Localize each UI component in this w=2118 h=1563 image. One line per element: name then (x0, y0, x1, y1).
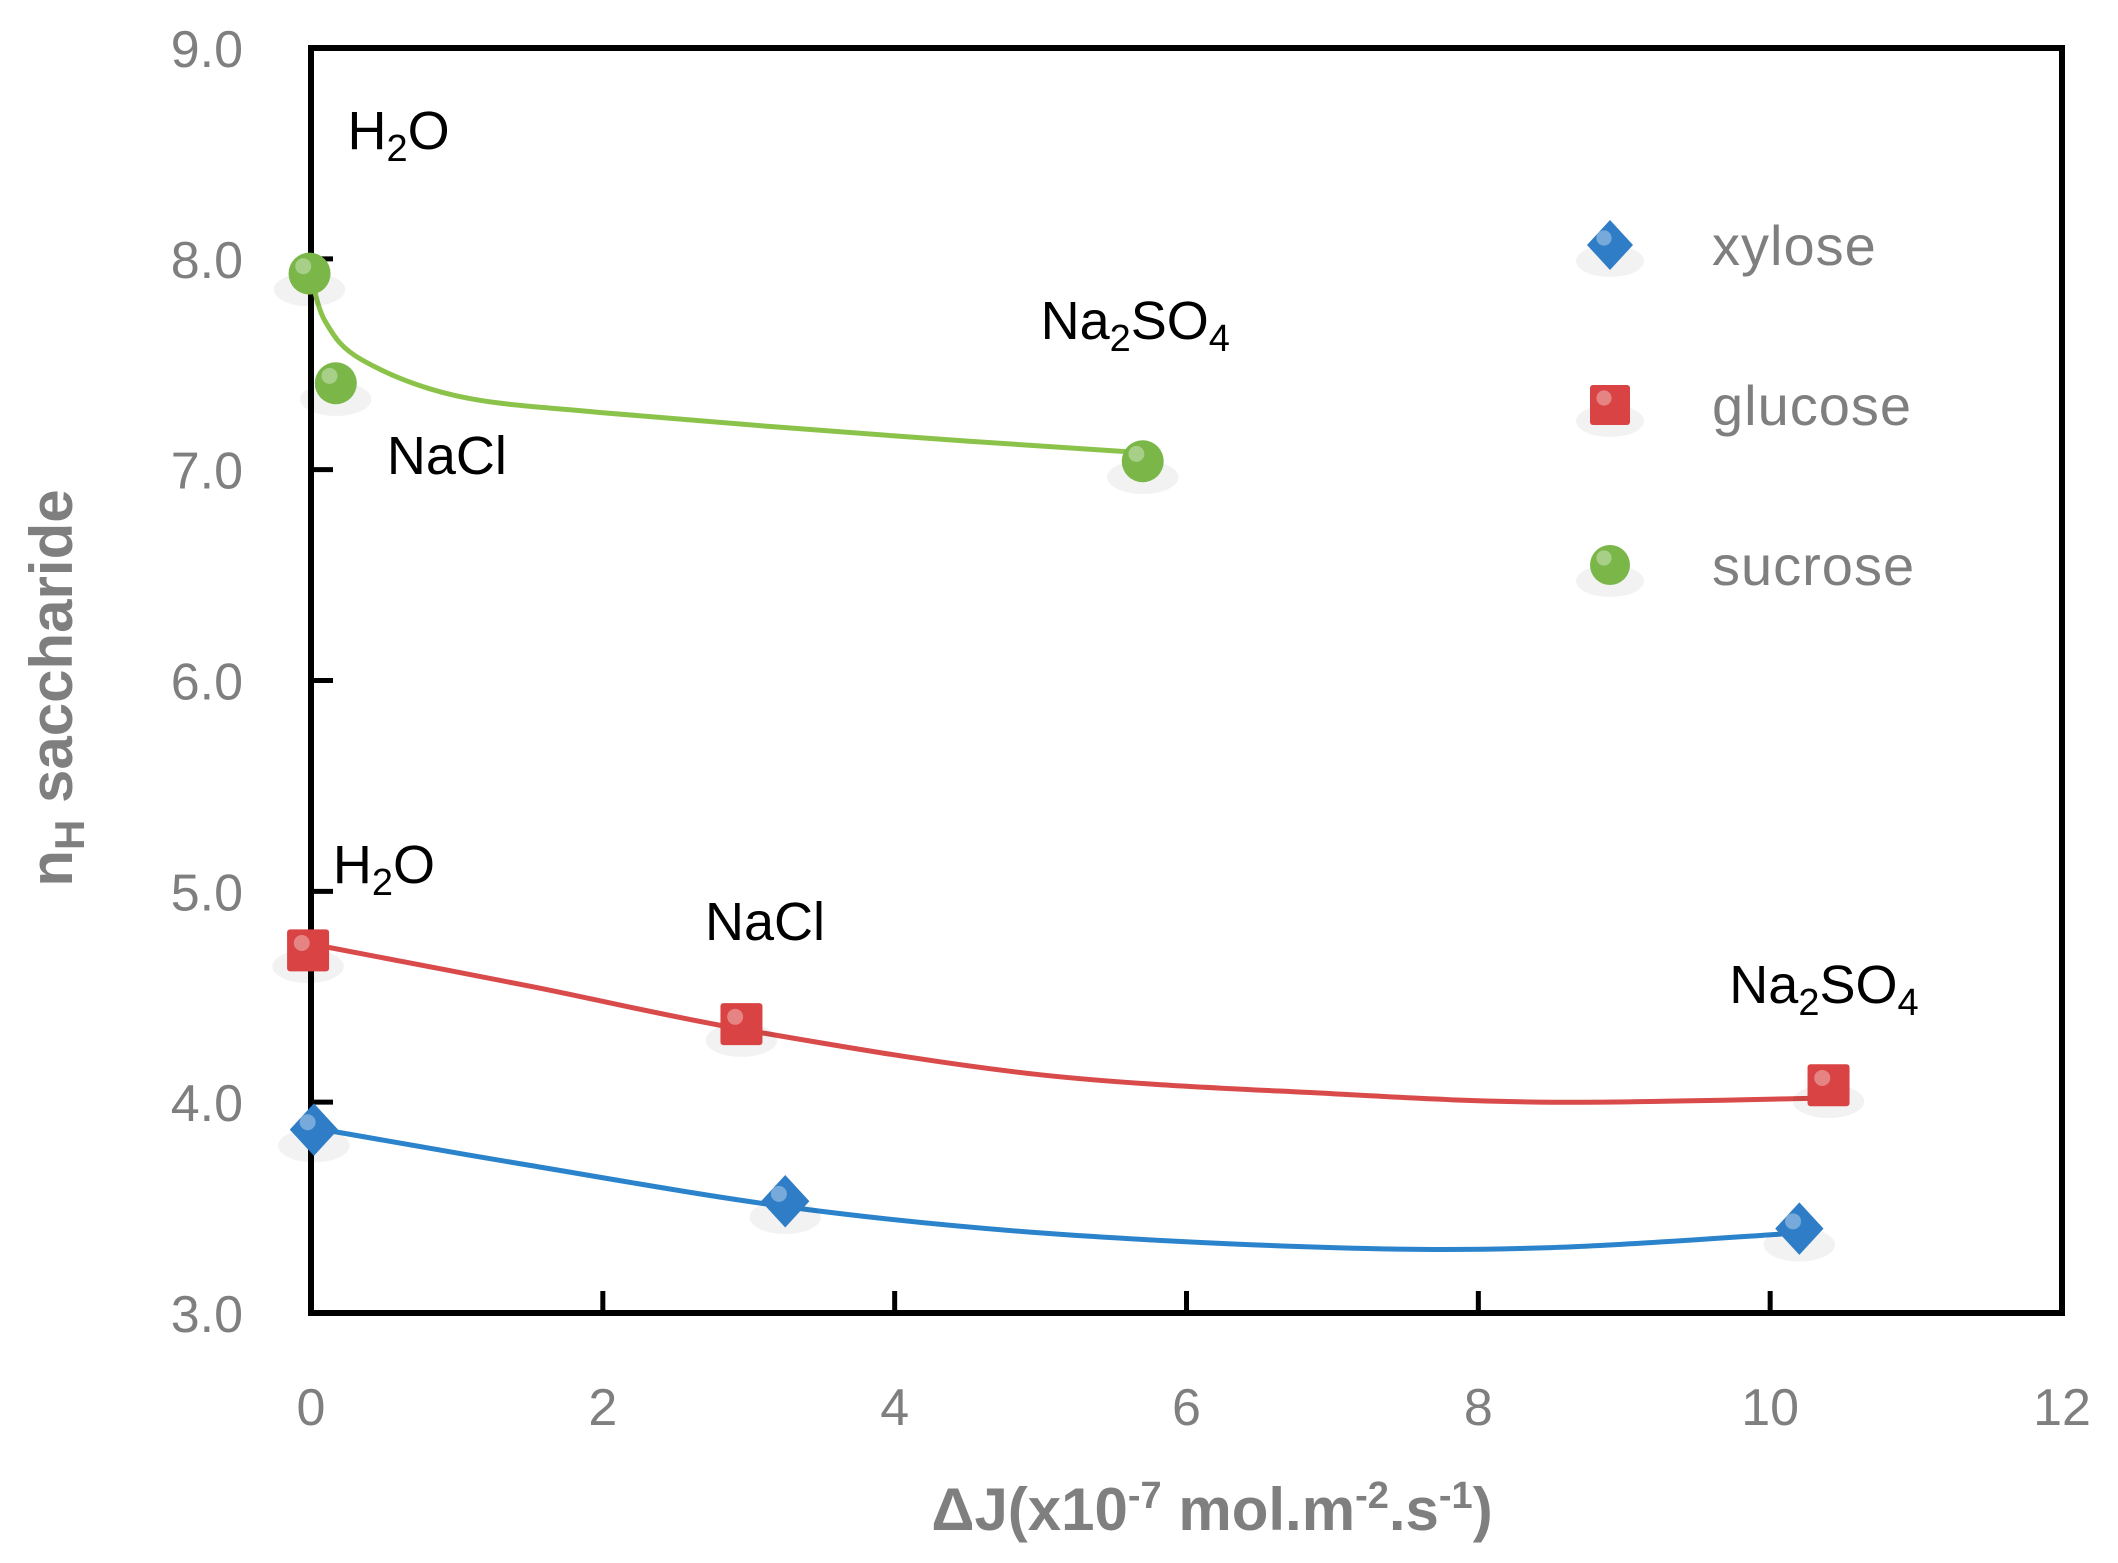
axis-ticks: 0 2 4 6 8 10 12 3.0 4.0 5.0 6.0 7.0 8.0 9.0 (171, 21, 2091, 1437)
x-tick-label: 6 (1172, 1379, 1201, 1437)
x-axis-title: ΔJ(x10-7 mol.m-2.s-1) (931, 1475, 1492, 1543)
legend-glucose-marker (1590, 385, 1630, 425)
annotations: H2O NaCl Na2SO4 H2O NaCl Na2SO4 (333, 101, 1919, 1024)
x-tick-label: 12 (2033, 1379, 2091, 1437)
legend-glucose-marker-highlight (1596, 390, 1612, 406)
sucrose-fit-line (308, 273, 1146, 456)
sucrose-point (1121, 440, 1164, 483)
x-tick-label: 0 (297, 1379, 326, 1437)
legend: xylose glucose sucrose (1576, 214, 1915, 597)
legend-sucrose-marker (1590, 545, 1630, 585)
legend-glucose-label: glucose (1712, 374, 1912, 437)
glucose-point-highlight (1814, 1069, 1831, 1086)
y-tick-label: 3.0 (171, 1286, 243, 1344)
legend-sucrose-label: sucrose (1712, 534, 1915, 597)
sucrose-point-highlight (1128, 445, 1145, 462)
x-tick-label: 4 (880, 1379, 909, 1437)
legend-sucrose-marker-highlight (1596, 550, 1612, 566)
sucrose-point (314, 362, 357, 405)
annotation-label: NaCl (387, 426, 507, 486)
annotation-label: Na2SO4 (1041, 291, 1230, 360)
annotation-label: H2O (333, 835, 435, 904)
xylose-point-highlight (1785, 1213, 1802, 1230)
y-tick-label: 6.0 (171, 654, 243, 712)
y-tick-label: 8.0 (171, 232, 243, 290)
xylose-point-highlight (299, 1114, 316, 1131)
glucose-point-highlight (293, 935, 310, 951)
annotation-label: NaCl (705, 892, 825, 952)
xylose-point (289, 1103, 339, 1156)
legend-xylose-marker-highlight (1596, 230, 1612, 246)
xylose-point (1775, 1202, 1824, 1255)
y-tick-label: 5.0 (171, 864, 243, 922)
x-tick-label: 10 (1741, 1379, 1799, 1437)
sucrose-point-highlight (321, 367, 338, 384)
x-tick-label: 8 (1464, 1379, 1493, 1437)
data-points (272, 252, 1865, 1262)
x-tick-label: 2 (588, 1379, 617, 1437)
glucose-point (1807, 1064, 1850, 1107)
xylose-point (761, 1175, 810, 1228)
legend-xylose-marker (1587, 220, 1633, 270)
annotation-label: Na2SO4 (1729, 955, 1918, 1024)
fit-curves (308, 273, 1831, 1252)
y-tick-label: 4.0 (171, 1075, 243, 1133)
y-tick-label: 9.0 (171, 21, 243, 79)
xylose-fit-line (308, 1125, 1802, 1252)
legend-xylose-label: xylose (1712, 214, 1877, 277)
annotation-label: H2O (347, 101, 449, 170)
xylose-point-highlight (770, 1185, 787, 1202)
glucose-point (287, 929, 330, 972)
y-tick-label: 7.0 (171, 443, 243, 501)
y-axis-title: nH saccharide (18, 489, 93, 886)
glucose-point (720, 1003, 763, 1046)
sucrose-point (288, 252, 331, 295)
glucose-point-highlight (727, 1008, 744, 1025)
sucrose-point-highlight (295, 258, 312, 275)
glucose-fit-line (308, 941, 1831, 1105)
